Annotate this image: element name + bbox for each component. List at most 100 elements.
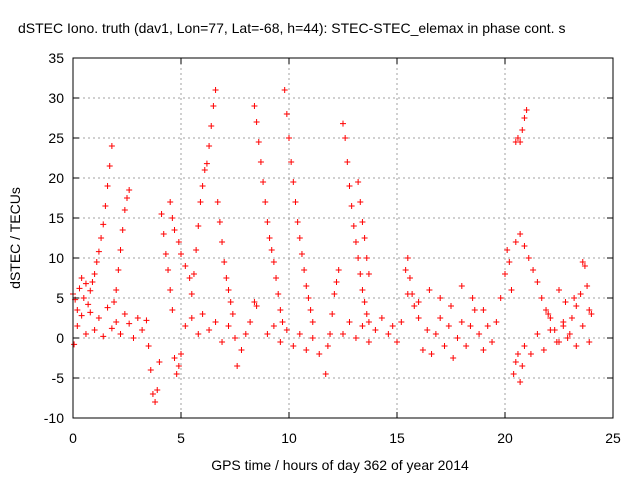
data-point [363, 255, 370, 261]
data-point [419, 347, 426, 353]
data-point [169, 215, 176, 221]
data-points [70, 87, 595, 405]
data-point [342, 135, 349, 141]
data-point [441, 343, 448, 349]
data-point [219, 239, 226, 245]
data-point [175, 363, 182, 369]
data-point [340, 120, 346, 127]
data-point [255, 139, 262, 145]
data-point [227, 299, 234, 305]
data-point [307, 307, 314, 313]
data-point [238, 347, 245, 353]
data-point [378, 315, 385, 321]
data-point [74, 323, 81, 329]
data-point [111, 299, 118, 305]
data-point [424, 327, 431, 333]
data-point [480, 347, 487, 353]
data-point [517, 379, 524, 385]
data-point [171, 227, 178, 233]
data-point [193, 247, 200, 253]
data-point [270, 259, 277, 265]
data-point [540, 347, 547, 353]
data-point [173, 371, 180, 377]
data-point [286, 135, 292, 141]
data-point [463, 343, 470, 349]
data-point [564, 335, 571, 341]
x-tick-label: 10 [281, 430, 297, 446]
data-point [411, 303, 418, 309]
data-point [290, 343, 297, 349]
data-point [283, 327, 290, 333]
y-tick-label: 25 [48, 130, 64, 146]
data-point [355, 179, 362, 185]
data-point [352, 239, 359, 245]
data-point [260, 179, 267, 185]
data-point [445, 323, 452, 329]
data-point [82, 280, 89, 287]
data-point [301, 267, 308, 273]
data-point [178, 351, 184, 357]
data-point [577, 291, 584, 297]
data-point [277, 307, 284, 313]
y-tick-label: -10 [44, 410, 64, 426]
data-point [242, 331, 249, 337]
data-point [510, 371, 517, 377]
data-point [113, 287, 120, 293]
data-point [333, 279, 340, 285]
data-point [502, 271, 508, 277]
data-point [78, 312, 85, 319]
data-point [350, 223, 357, 229]
data-point [469, 295, 476, 301]
data-point [426, 287, 433, 293]
data-point [89, 279, 96, 285]
y-tick-label: 35 [48, 50, 64, 66]
data-point [106, 163, 113, 169]
y-tick-label: -5 [52, 370, 65, 386]
data-point [581, 263, 588, 269]
data-point [359, 287, 366, 293]
data-point [199, 183, 206, 189]
x-tick-label: 25 [605, 430, 621, 446]
data-point [543, 307, 550, 313]
data-point [117, 247, 124, 253]
data-point [534, 279, 541, 285]
axis-ticks: 0 5 10 15 20 25 -10 -5 0 5 10 15 20 25 30 35 [44, 50, 621, 446]
data-point [203, 160, 210, 167]
data-point [292, 199, 299, 205]
data-point [87, 287, 94, 294]
y-tick-label: 20 [48, 170, 64, 186]
data-point [519, 127, 526, 133]
data-point [467, 323, 474, 329]
data-point [335, 267, 342, 273]
data-point [365, 319, 372, 325]
data-point [361, 235, 368, 241]
data-point [262, 199, 269, 205]
data-point [348, 203, 355, 209]
data-point [221, 259, 228, 265]
data-point [283, 111, 290, 117]
data-point [268, 247, 275, 253]
data-point [404, 255, 411, 261]
data-point [361, 299, 368, 305]
data-point [560, 319, 567, 325]
data-point [91, 271, 98, 277]
data-point [294, 219, 301, 225]
data-point [296, 331, 303, 337]
data-point [385, 331, 392, 337]
data-point [149, 391, 156, 397]
data-point [523, 107, 530, 113]
data-point [195, 331, 202, 337]
data-point [71, 341, 78, 348]
data-point [78, 275, 85, 281]
data-point [506, 259, 513, 265]
data-point [517, 139, 524, 145]
data-point [188, 291, 195, 297]
data-point [359, 323, 366, 329]
data-point [296, 235, 303, 241]
data-point [91, 327, 98, 333]
y-tick-label: 5 [56, 290, 64, 306]
data-point [365, 339, 372, 345]
data-point [566, 331, 573, 337]
data-point [102, 203, 109, 209]
